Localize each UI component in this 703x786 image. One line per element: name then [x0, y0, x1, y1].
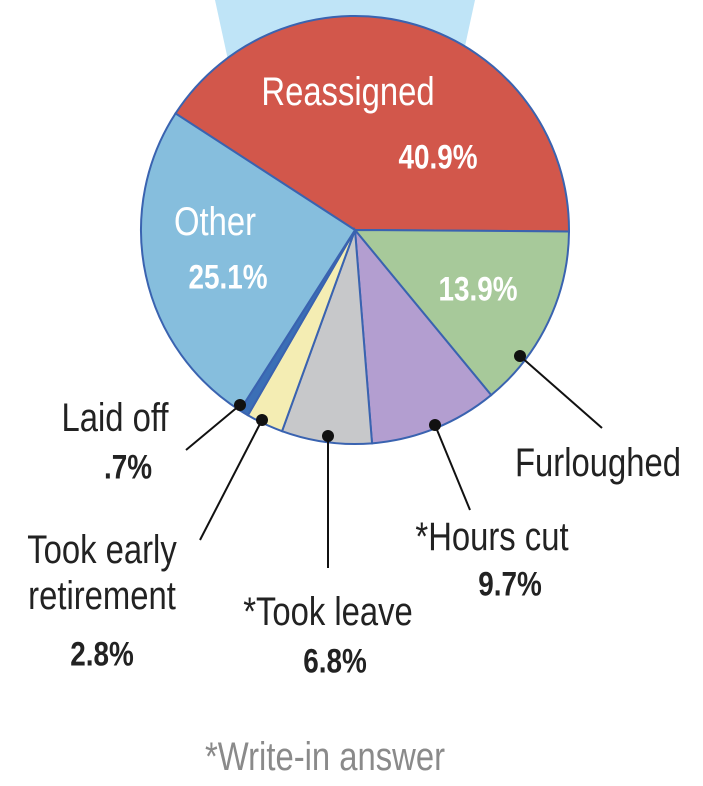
value-label: 25.1% [188, 258, 268, 297]
value-label: 6.8% [303, 642, 367, 681]
leader-dot [514, 350, 526, 362]
leader-line [519, 355, 603, 429]
value-label: 9.7% [478, 565, 542, 604]
slice-label: Furloughed [515, 441, 681, 485]
slice-label: Laid off [61, 396, 169, 440]
footnote: *Write-in answer [204, 735, 446, 779]
leader-line [185, 404, 241, 451]
slice-label: Other [173, 200, 257, 244]
leader-dot [429, 419, 441, 431]
leader-line [199, 419, 263, 541]
slice-label: *Took leave [243, 590, 413, 634]
leader-dot [322, 430, 334, 442]
leader-dot [256, 414, 268, 426]
slice [140, 112, 357, 412]
leader-dot [234, 399, 246, 411]
slice-label: Took early retirement [27, 528, 177, 618]
value-label: 40.9% [398, 138, 478, 177]
slice-label: *Hours cut [415, 515, 569, 559]
value-label: 2.8% [70, 635, 134, 674]
leader-line [434, 424, 471, 511]
value-label: .7% [103, 448, 153, 487]
slice-label: Reassigned [261, 70, 435, 114]
value-label: 13.9% [438, 270, 518, 309]
slice [174, 15, 570, 233]
